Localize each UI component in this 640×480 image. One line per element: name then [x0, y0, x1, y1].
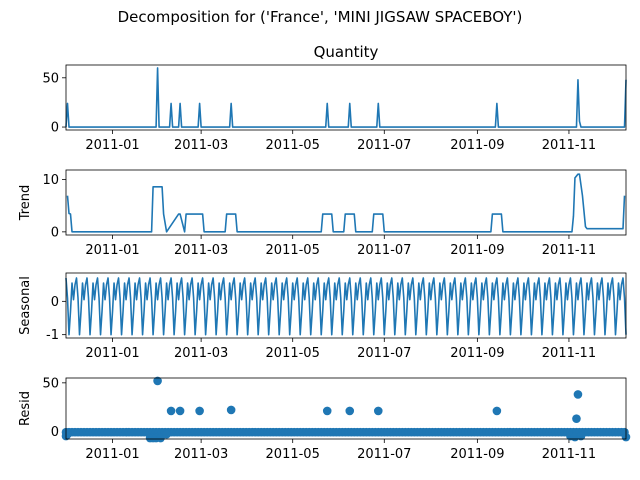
- seasonal-xtick-label: 2011-03: [174, 346, 228, 361]
- trend-ytick-label: 0: [51, 225, 59, 240]
- quantity-xtick-label: 2011-01: [85, 138, 139, 153]
- resid-point: [345, 406, 355, 416]
- trend-axes-frame: [65, 169, 627, 236]
- trend-series-line: [66, 173, 626, 233]
- trend-xtick-label: 2011-07: [357, 243, 411, 258]
- quantity-xtick-label: 2011-11: [542, 138, 596, 153]
- resid-point: [373, 406, 383, 416]
- seasonal-axes-frame: [65, 272, 627, 339]
- quantity-ytick-label: 0: [51, 121, 59, 136]
- trend-ytick-label: 10: [42, 173, 59, 188]
- trend-panel: Trend 0 10 2011-01 2011-03 2011-05 2011-07 2011…: [18, 169, 627, 258]
- seasonal-ytick-label: 0: [51, 295, 59, 310]
- resid-point: [63, 429, 72, 439]
- seasonal-xtick-label: 2011-01: [85, 346, 139, 361]
- seasonal-xtick-label: 2011-09: [450, 346, 504, 361]
- resid-point: [492, 406, 502, 416]
- resid-xtick-label: 2011-07: [357, 447, 411, 462]
- resid-ytick-label: 0: [51, 425, 59, 440]
- quantity-xtick-label: 2011-03: [174, 138, 228, 153]
- resid-point: [573, 390, 583, 399]
- seasonal-xtick-label: 2011-05: [266, 346, 320, 361]
- resid-panel: Resid 0 50 2011-01 2011-03 2011-05 2011-07 2011…: [18, 376, 631, 462]
- quantity-ytick-label: 50: [42, 71, 59, 86]
- resid-point: [153, 376, 162, 386]
- seasonal-panel: Seasonal -1 0 2011-01 2011-03 2011-05 2011-07 2…: [18, 272, 627, 361]
- quantity-title: Quantity: [314, 43, 379, 61]
- quantity-xtick-label: 2011-07: [357, 138, 411, 153]
- seasonal-xtick-label: 2011-07: [357, 346, 411, 361]
- seasonal-ylabel: Seasonal: [18, 276, 33, 335]
- resid-xtick-label: 2011-11: [542, 447, 596, 462]
- quantity-panel: Quantity 0 50 2011-01 2011-03 2011-05 2011-07 2…: [42, 43, 627, 153]
- resid-xtick-label: 2011-01: [85, 447, 139, 462]
- quantity-series-line: [65, 67, 627, 128]
- resid-xtick-label: 2011-09: [450, 447, 504, 462]
- trend-xtick-label: 2011-03: [174, 243, 228, 258]
- resid-axes-frame: [65, 377, 627, 440]
- resid-ytick-label: 50: [42, 376, 59, 391]
- trend-xtick-label: 2011-01: [85, 243, 139, 258]
- trend-xtick-label: 2011-05: [266, 243, 320, 258]
- resid-point: [572, 414, 581, 423]
- seasonal-series-line: [65, 277, 627, 336]
- seasonal-ytick-label: -1: [46, 328, 59, 343]
- resid-point: [576, 431, 586, 441]
- resid-xtick-label: 2011-03: [174, 447, 228, 462]
- resid-ylabel: Resid: [18, 391, 33, 426]
- quantity-xtick-label: 2011-09: [450, 138, 504, 153]
- resid-xtick-label: 2011-05: [266, 447, 320, 462]
- resid-point: [226, 405, 236, 415]
- resid-point: [162, 429, 171, 439]
- resid-point: [322, 406, 332, 416]
- resid-point: [166, 406, 176, 416]
- resid-point: [175, 406, 185, 416]
- resid-point: [195, 406, 204, 416]
- trend-ylabel: Trend: [18, 185, 33, 222]
- trend-xtick-label: 2011-09: [450, 243, 504, 258]
- trend-xtick-label: 2011-11: [542, 243, 596, 258]
- figure-suptitle: Decomposition for ('France', 'MINI JIGSA…: [118, 8, 523, 26]
- seasonal-xtick-label: 2011-11: [542, 346, 596, 361]
- quantity-xtick-label: 2011-05: [266, 138, 320, 153]
- quantity-axes-frame: [65, 64, 627, 131]
- panels-container: Quantity 0 50 2011-01 2011-03 2011-05 2011-07 2…: [18, 43, 631, 462]
